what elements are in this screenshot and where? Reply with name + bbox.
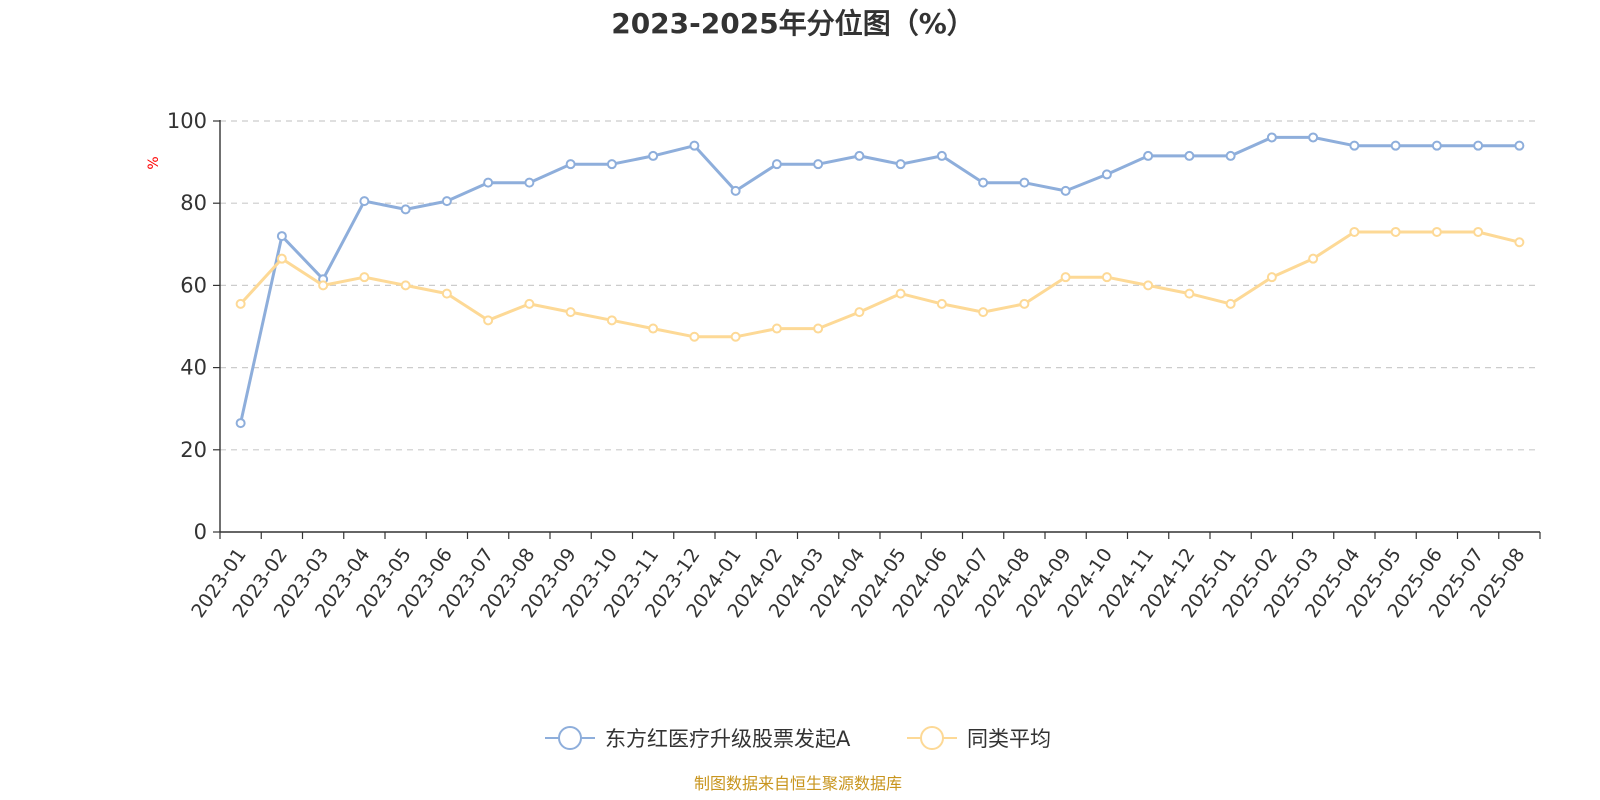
data-point[interactable]: [1184, 288, 1195, 299]
data-point[interactable]: [1308, 132, 1319, 143]
data-point[interactable]: [1225, 150, 1236, 161]
data-point[interactable]: [400, 204, 411, 215]
legend-marker-icon: [920, 726, 944, 750]
data-point[interactable]: [276, 231, 287, 242]
data-point[interactable]: [1431, 226, 1442, 237]
data-point[interactable]: [813, 159, 824, 170]
data-point[interactable]: [854, 307, 865, 318]
y-tick-label: 20: [180, 438, 207, 462]
data-point[interactable]: [978, 307, 989, 318]
data-point[interactable]: [1060, 185, 1071, 196]
data-point[interactable]: [813, 323, 824, 334]
data-point[interactable]: [606, 315, 617, 326]
data-point[interactable]: [441, 288, 452, 299]
y-tick-label: 60: [180, 273, 207, 297]
legend[interactable]: 东方红医疗升级股票发起A 同类平均: [545, 726, 1051, 751]
data-point[interactable]: [483, 177, 494, 188]
data-point[interactable]: [276, 253, 287, 264]
data-point[interactable]: [524, 298, 535, 309]
data-point[interactable]: [1473, 226, 1484, 237]
data-point[interactable]: [1266, 132, 1277, 143]
data-point[interactable]: [1143, 150, 1154, 161]
data-point[interactable]: [1308, 253, 1319, 264]
data-point[interactable]: [606, 159, 617, 170]
data-point[interactable]: [771, 323, 782, 334]
grid-lines: [220, 120, 1540, 451]
data-point[interactable]: [689, 331, 700, 342]
data-point[interactable]: [318, 280, 329, 291]
data-point[interactable]: [771, 159, 782, 170]
data-source-note: 制图数据来自恒生聚源数据库: [694, 774, 902, 793]
data-point[interactable]: [1473, 140, 1484, 151]
legend-label: 东方红医疗升级股票发起A: [605, 727, 851, 751]
data-point[interactable]: [400, 280, 411, 291]
legend-marker-icon: [558, 726, 582, 750]
data-point[interactable]: [730, 185, 741, 196]
data-point[interactable]: [936, 298, 947, 309]
y-tick-label: 100: [167, 109, 207, 133]
data-point[interactable]: [689, 140, 700, 151]
data-point[interactable]: [1514, 237, 1525, 248]
y-tick-label: 40: [180, 356, 207, 380]
data-point[interactable]: [524, 177, 535, 188]
data-point[interactable]: [1184, 150, 1195, 161]
series-line: [239, 230, 1520, 339]
x-axis-ticks: 2023-012023-022023-032023-042023-052023-…: [187, 532, 1541, 622]
data-point[interactable]: [1390, 140, 1401, 151]
data-point[interactable]: [1101, 272, 1112, 283]
data-point[interactable]: [1431, 140, 1442, 151]
data-point[interactable]: [895, 288, 906, 299]
series-0: [235, 132, 1525, 429]
data-point[interactable]: [936, 150, 947, 161]
legend-label: 同类平均: [967, 727, 1051, 751]
data-point[interactable]: [854, 150, 865, 161]
y-tick-label: 80: [180, 191, 207, 215]
data-point[interactable]: [1514, 140, 1525, 151]
chart-title: 2023-2025年分位图（%）: [611, 7, 975, 40]
series-1: [235, 226, 1525, 342]
y-tick-label: 0: [194, 520, 207, 544]
y-axis-label: %: [146, 156, 162, 169]
data-point[interactable]: [565, 307, 576, 318]
series-layer: [235, 132, 1525, 429]
data-point[interactable]: [359, 272, 370, 283]
data-point[interactable]: [730, 331, 741, 342]
data-point[interactable]: [648, 150, 659, 161]
data-point[interactable]: [1390, 226, 1401, 237]
data-point[interactable]: [1266, 272, 1277, 283]
data-point[interactable]: [565, 159, 576, 170]
data-point[interactable]: [1225, 298, 1236, 309]
data-point[interactable]: [1349, 226, 1360, 237]
data-point[interactable]: [235, 298, 246, 309]
axes: [219, 120, 1540, 533]
data-point[interactable]: [235, 418, 246, 429]
legend-item[interactable]: 东方红医疗升级股票发起A: [545, 726, 851, 751]
data-point[interactable]: [895, 159, 906, 170]
data-point[interactable]: [1349, 140, 1360, 151]
data-point[interactable]: [1143, 280, 1154, 291]
data-point[interactable]: [441, 196, 452, 207]
legend-item[interactable]: 同类平均: [907, 726, 1051, 751]
data-point[interactable]: [1019, 177, 1030, 188]
data-point[interactable]: [1019, 298, 1030, 309]
data-point[interactable]: [648, 323, 659, 334]
data-point[interactable]: [359, 196, 370, 207]
series-line: [239, 135, 1520, 424]
data-point[interactable]: [1101, 169, 1112, 180]
data-point[interactable]: [483, 315, 494, 326]
y-axis-ticks: 0 20 40 60 80 100: [167, 109, 220, 544]
data-point[interactable]: [978, 177, 989, 188]
data-point[interactable]: [1060, 272, 1071, 283]
